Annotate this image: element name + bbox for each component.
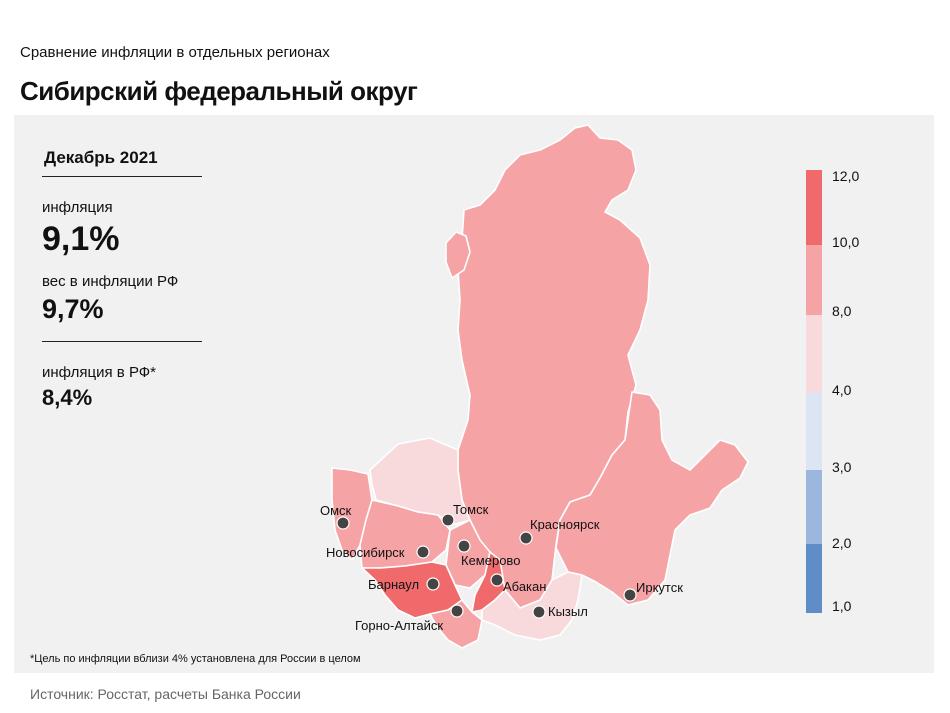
city-dot-krasnoyarsk [519,531,533,545]
city-dot-irkutsk [623,588,637,602]
inflation-value: 9,1% [42,220,120,258]
weight-label: вес в инфляции РФ [42,273,179,290]
legend-tick: 2,0 [832,535,852,551]
legend-bin-2-3 [806,470,822,544]
city-label-krasnoyarsk: Красноярск [530,517,600,532]
page-subtitle: Сравнение инфляции в отдельных регионах [20,44,330,61]
legend-tick: 3,0 [832,459,852,475]
legend-bin-10-12 [806,170,822,245]
city-label-irkutsk: Иркутск [636,580,683,595]
stats-sidebar: Декабрь 2021 инфляция 9,1% вес в инфляци… [42,148,207,411]
date-label: Декабрь 2021 [44,148,158,167]
legend-tick: 12,0 [832,168,860,184]
city-label-kemerovo: Кемерово [461,553,520,568]
page-title: Сибирский федеральный округ [20,76,418,106]
legend-bin-1-2 [806,544,822,613]
divider [42,176,202,177]
rf-inflation-label: инфляция в РФ* [42,364,157,381]
weight-value: 9,7% [42,294,104,324]
divider [42,341,202,342]
city-dot-abakan [490,573,504,587]
legend-tick: 10,0 [832,234,860,250]
source-note: Источник: Росстат, расчеты Банка России [30,686,301,702]
region-krasnoyarsk-peninsula [445,231,471,279]
city-label-barnaul: Барнаул [368,577,419,592]
footnote: *Цель по инфляции вблизи 4% установлена … [30,653,361,665]
city-dot-omsk [336,516,350,530]
inflation-label: инфляция [42,199,113,216]
region-irkutsk [555,391,749,606]
city-dot-kyzyl [532,605,546,619]
city-dot-kemerovo [457,539,471,553]
legend-tick: 8,0 [832,303,852,319]
city-dot-tomsk [441,513,455,527]
city-label-gorno-altaysk: Горно-Алтайск [355,618,443,633]
city-dot-novosibirsk [416,545,430,559]
city-label-novosibirsk: Новосибирск [326,545,405,560]
city-label-abakan: Абакан [503,579,546,594]
legend-tick: 4,0 [832,382,852,398]
legend-bin-3-4 [806,393,822,470]
rf-inflation-value: 8,4% [42,385,93,410]
legend-tick: 1,0 [832,598,852,614]
legend-bin-8-10 [806,245,822,315]
region-tuva [481,571,583,641]
legend-bin-4-8 [806,315,822,393]
city-label-kyzyl: Кызыл [548,604,588,619]
city-dot-gorno-altaysk [450,604,464,618]
city-dot-barnaul [426,577,440,591]
city-label-tomsk: Томск [453,502,489,517]
city-label-omsk: Омск [320,503,352,518]
city-markers [336,513,637,619]
